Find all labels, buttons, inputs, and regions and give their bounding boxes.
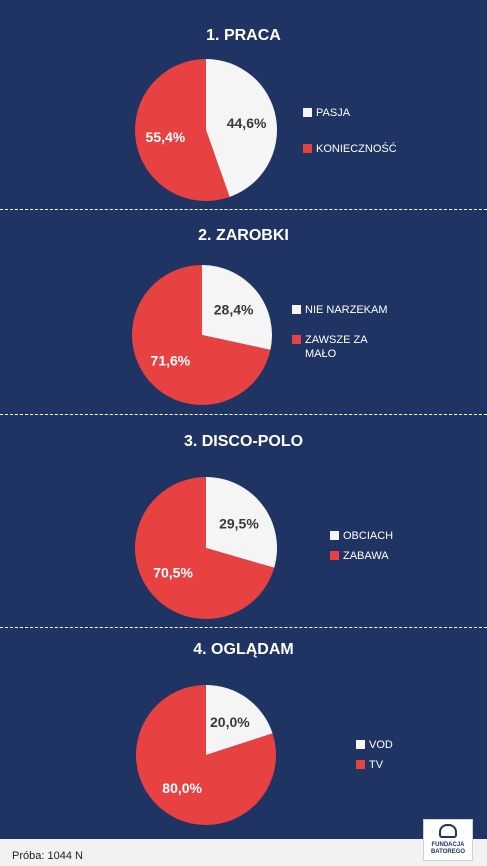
section-divider	[0, 414, 487, 415]
pie-slice-vod	[206, 685, 273, 755]
chart-panel-zarobki: 2. ZAROBKI 28,4% 71,6% NIE NARZEKAM ZAWSZ…	[0, 210, 487, 414]
legend-item: ZAWSZE ZA MAŁO	[292, 333, 405, 361]
pie-chart: 28,4% 71,6%	[132, 265, 272, 405]
legend-label: PASJA	[316, 107, 351, 119]
legend-label: VOD	[369, 739, 393, 751]
pie-chart: 20,0% 80,0%	[136, 685, 276, 825]
logo-emblem-icon	[439, 824, 457, 838]
chart-panel-disco-polo: 3. DISCO-POLO 29,5% 70,5% OBCIACH ZABAWA	[0, 415, 487, 627]
legend-swatch	[356, 740, 365, 749]
pie-slice-tv	[136, 685, 276, 825]
pie-slice-konieczność	[135, 59, 230, 201]
pie-slice-pasja	[206, 59, 277, 197]
legend-item: ZABAWA	[330, 549, 443, 563]
legend: OBCIACH ZABAWA	[330, 529, 443, 585]
legend-swatch	[330, 551, 339, 560]
legend: NIE NARZEKAM ZAWSZE ZA MAŁO	[292, 303, 405, 383]
pie-chart: 29,5% 70,5%	[134, 477, 277, 619]
footer: Próba: 1044 N FUNDACJA BATOREGO	[0, 819, 487, 866]
logo-line-2: BATOREGO	[430, 849, 466, 855]
legend-label: KONIECZNOŚĆ	[316, 143, 397, 155]
legend-swatch	[303, 144, 312, 153]
pie-slice-zabawa	[134, 477, 275, 619]
chart-title: 1. PRACA	[206, 27, 281, 44]
logo-text: FUNDACJA BATOREGO	[424, 842, 472, 856]
pie-slice-zawsze-za-mało	[132, 265, 271, 405]
chart-title: 2. ZAROBKI	[198, 227, 289, 244]
legend-label: ZAWSZE ZA MAŁO	[305, 334, 367, 360]
section-divider	[0, 209, 487, 210]
data-label: 71,6%	[151, 352, 191, 368]
legend-item: TV	[356, 758, 469, 772]
section-divider	[0, 627, 487, 628]
data-label: 80,0%	[162, 780, 202, 796]
data-label: 55,4%	[146, 129, 186, 145]
data-label: 70,5%	[153, 565, 193, 581]
legend-label: ZABAWA	[343, 550, 389, 562]
chart-panel-ogladam: 4. OGLĄDAM 20,0% 80,0% VOD TV	[0, 628, 487, 839]
data-label: 29,5%	[219, 515, 259, 531]
pie-chart: 44,6% 55,4%	[135, 59, 277, 201]
legend-swatch	[303, 108, 312, 117]
legend-item: OBCIACH	[330, 529, 443, 543]
legend-swatch	[292, 305, 301, 314]
legend-item: NIE NARZEKAM	[292, 303, 405, 317]
legend-item: VOD	[356, 738, 469, 752]
data-label: 44,6%	[227, 115, 267, 131]
legend-swatch	[356, 760, 365, 769]
legend-item: PASJA	[303, 106, 416, 120]
legend-label: TV	[369, 759, 384, 771]
pie-slice-obciach	[206, 477, 277, 568]
data-label: 20,0%	[210, 714, 250, 730]
chart-title: 4. OGLĄDAM	[193, 641, 294, 658]
legend-swatch	[330, 531, 339, 540]
logo-line-1: FUNDACJA	[431, 842, 465, 848]
legend-label: NIE NARZEKAM	[305, 304, 388, 316]
legend: PASJA KONIECZNOŚĆ	[303, 106, 416, 178]
chart-title: 3. DISCO-POLO	[183, 433, 304, 450]
legend: VOD TV	[356, 738, 469, 794]
fundacja-batorego-logo: FUNDACJA BATOREGO	[423, 819, 473, 861]
legend-label: OBCIACH	[343, 530, 394, 542]
sample-size-note: Próba: 1044 N	[12, 850, 83, 862]
chart-panel-praca: 1. PRACA 44,6% 55,4% PASJA KONIECZNOŚĆ	[0, 0, 487, 209]
legend-item: KONIECZNOŚĆ	[303, 142, 416, 156]
pie-slice-nie-narzekam	[202, 265, 272, 350]
data-label: 28,4%	[214, 302, 254, 318]
legend-swatch	[292, 335, 301, 344]
